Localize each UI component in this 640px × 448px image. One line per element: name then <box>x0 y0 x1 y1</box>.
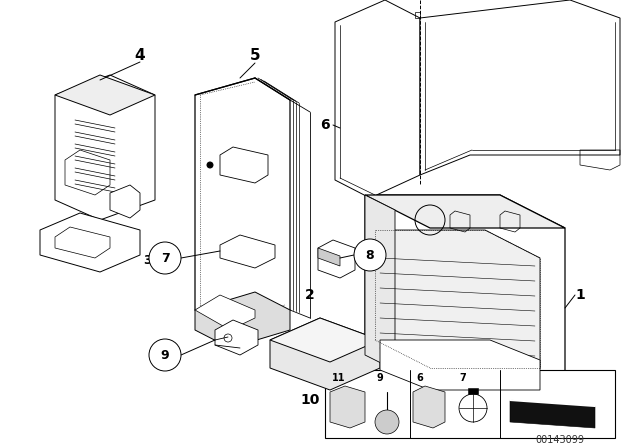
Text: 9: 9 <box>376 373 383 383</box>
Polygon shape <box>215 320 258 355</box>
Polygon shape <box>110 185 140 218</box>
Circle shape <box>149 242 181 274</box>
Polygon shape <box>365 195 395 370</box>
Circle shape <box>207 162 213 168</box>
Text: 00143099: 00143099 <box>536 435 584 445</box>
Polygon shape <box>55 75 155 220</box>
Polygon shape <box>195 295 255 330</box>
Polygon shape <box>220 235 275 268</box>
Polygon shape <box>510 400 595 428</box>
Text: 6: 6 <box>417 373 424 383</box>
Text: 3: 3 <box>144 254 152 267</box>
Text: 7: 7 <box>161 251 170 264</box>
Text: 5: 5 <box>250 47 260 63</box>
Text: 2: 2 <box>305 288 315 302</box>
Text: 7: 7 <box>460 373 467 383</box>
Circle shape <box>149 339 181 371</box>
Text: 8: 8 <box>365 249 374 262</box>
Polygon shape <box>330 386 365 428</box>
Text: 4: 4 <box>134 47 145 63</box>
Polygon shape <box>318 240 355 278</box>
Text: 6: 6 <box>320 118 330 132</box>
Polygon shape <box>270 318 380 362</box>
Polygon shape <box>318 248 340 266</box>
Circle shape <box>375 410 399 434</box>
Polygon shape <box>468 388 478 394</box>
Polygon shape <box>55 75 155 115</box>
Circle shape <box>354 239 386 271</box>
Bar <box>325 370 615 438</box>
Polygon shape <box>335 0 420 198</box>
Polygon shape <box>270 318 380 390</box>
Polygon shape <box>365 195 565 388</box>
Polygon shape <box>40 213 140 272</box>
Polygon shape <box>413 386 445 428</box>
Polygon shape <box>375 230 540 368</box>
Text: 9: 9 <box>161 349 170 362</box>
Text: 11: 11 <box>332 373 346 383</box>
Polygon shape <box>195 292 290 348</box>
Polygon shape <box>380 340 540 390</box>
Text: 10: 10 <box>300 393 320 407</box>
Polygon shape <box>365 195 565 228</box>
Text: 1: 1 <box>575 288 585 302</box>
Polygon shape <box>420 0 620 175</box>
Polygon shape <box>195 78 290 330</box>
